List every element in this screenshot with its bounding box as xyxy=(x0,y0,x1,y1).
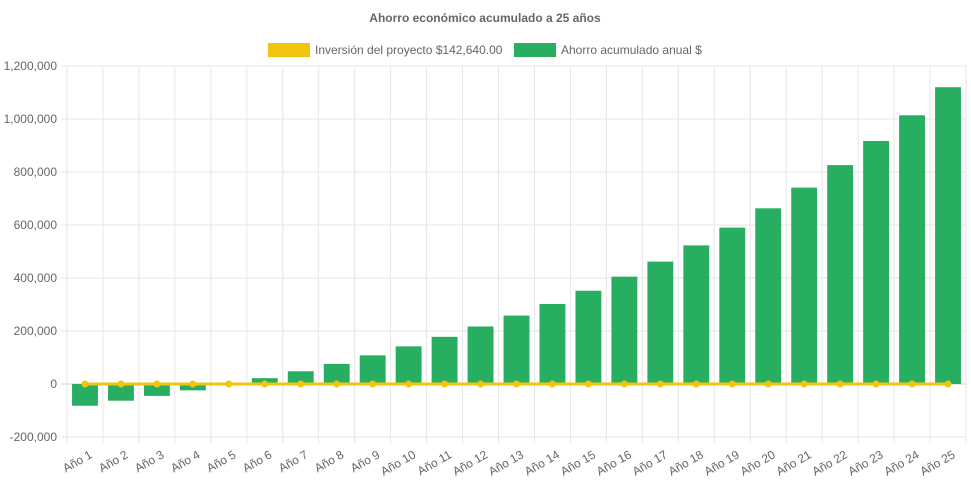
y-tick-label: 1,200,000 xyxy=(4,59,58,73)
line-point xyxy=(692,380,700,388)
x-tick-label: Año 2 xyxy=(96,447,130,475)
x-tick-label: Año 14 xyxy=(522,447,562,478)
x-tick-label: Año 13 xyxy=(486,447,526,478)
x-tick-label: Año 19 xyxy=(702,447,742,478)
bar xyxy=(359,355,386,384)
x-tick-label: Año 1 xyxy=(60,447,94,475)
x-tick-label: Año 11 xyxy=(415,447,454,478)
bar xyxy=(899,115,926,384)
bar xyxy=(107,384,134,401)
legend-label-ahorro[interactable]: Ahorro acumulado anual $ xyxy=(561,43,702,57)
bar xyxy=(791,187,818,384)
line-point xyxy=(764,380,772,388)
x-tick-label: Año 24 xyxy=(882,447,922,478)
line-point xyxy=(225,380,233,388)
bar xyxy=(467,326,494,384)
x-tick-label: Año 4 xyxy=(168,447,202,475)
line-point xyxy=(153,380,161,388)
x-tick-label: Año 20 xyxy=(738,447,778,478)
bar xyxy=(395,346,422,384)
bar xyxy=(539,303,566,384)
y-tick-label: -200,000 xyxy=(10,430,58,444)
x-tick-label: Año 22 xyxy=(810,447,850,478)
x-tick-label: Año 9 xyxy=(348,447,382,475)
bar xyxy=(72,384,98,406)
bar xyxy=(287,371,314,384)
x-tick-label: Año 10 xyxy=(378,447,418,478)
legend: Inversión del proyecto $142,640.00 Ahorr… xyxy=(268,43,702,57)
line-series xyxy=(81,380,952,388)
line-point xyxy=(944,380,952,388)
bar xyxy=(719,227,746,384)
line-point xyxy=(800,380,808,388)
grid xyxy=(61,65,967,443)
y-tick-label: 1,000,000 xyxy=(4,112,58,126)
line-point xyxy=(836,380,844,388)
bar xyxy=(611,276,638,384)
x-tick-label: Año 12 xyxy=(450,447,490,478)
bar xyxy=(863,140,890,384)
x-tick-label: Año 5 xyxy=(204,447,238,475)
line-point xyxy=(872,380,880,388)
bar-series xyxy=(72,87,961,406)
x-axis: Año 1 Año 2 Año 3 Año 4 Año 5 Año 6 Año 7 Año 8… xyxy=(60,447,957,478)
line-point xyxy=(333,380,341,388)
bar xyxy=(503,315,530,384)
line-point xyxy=(728,380,736,388)
x-tick-label: Año 6 xyxy=(240,447,274,475)
bar xyxy=(827,165,854,384)
x-tick-label: Año 16 xyxy=(594,447,634,478)
line-point xyxy=(369,380,377,388)
line-point xyxy=(656,380,664,388)
y-tick-label: 600,000 xyxy=(14,218,58,232)
line-point xyxy=(405,380,413,388)
y-tick-label: 0 xyxy=(50,377,57,391)
legend-label-inversion[interactable]: Inversión del proyecto $142,640.00 xyxy=(315,43,503,57)
legend-swatch-ahorro[interactable] xyxy=(514,43,556,57)
y-tick-label: 400,000 xyxy=(14,271,58,285)
bar xyxy=(143,384,170,396)
line-point xyxy=(513,380,520,388)
x-tick-label: Año 7 xyxy=(276,447,310,475)
bar xyxy=(323,363,350,384)
line-point xyxy=(908,380,916,388)
line-point xyxy=(548,380,556,388)
bar xyxy=(647,261,674,384)
x-tick-label: Año 18 xyxy=(666,447,706,478)
x-tick-label: Año 15 xyxy=(558,447,598,478)
x-tick-label: Año 3 xyxy=(132,447,166,475)
bar xyxy=(431,336,458,384)
y-tick-label: 200,000 xyxy=(14,324,58,338)
line-point xyxy=(189,380,197,388)
line-point xyxy=(441,380,449,388)
legend-swatch-inversion[interactable] xyxy=(268,43,310,57)
line-point xyxy=(620,380,628,388)
line-point xyxy=(81,380,89,388)
bar xyxy=(683,245,710,384)
line-point xyxy=(261,380,269,388)
bar xyxy=(755,208,782,384)
x-tick-label: Año 21 xyxy=(774,447,814,478)
x-tick-label: Año 25 xyxy=(918,447,958,478)
x-tick-label: Año 23 xyxy=(846,447,886,478)
x-tick-label: Año 8 xyxy=(312,447,346,475)
x-tick-label: Año 17 xyxy=(630,447,670,478)
line-point xyxy=(477,380,485,388)
y-axis: -200,000 0 200,000 400,000 600,000 800,000 1,0… xyxy=(4,59,58,444)
line-point xyxy=(297,380,305,388)
bar xyxy=(575,290,602,384)
line-point xyxy=(584,380,592,388)
y-tick-label: 800,000 xyxy=(14,165,58,179)
chart-title: Ahorro económico acumulado a 25 años xyxy=(369,11,601,25)
bar xyxy=(935,87,961,384)
line-point xyxy=(117,380,125,388)
